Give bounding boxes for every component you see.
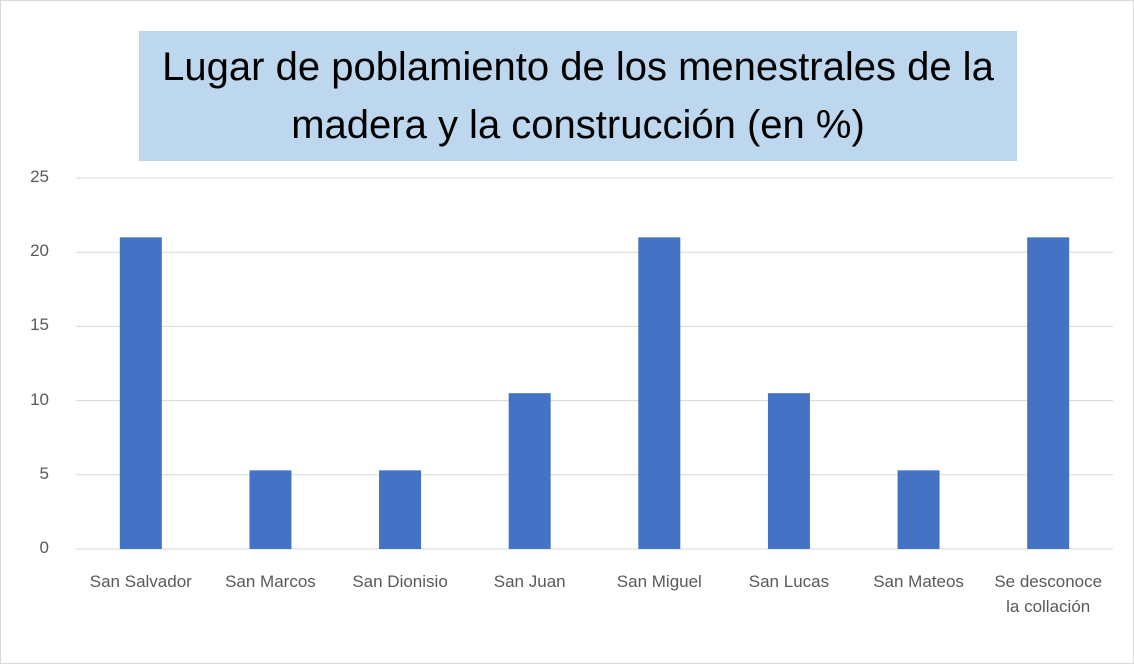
chart-title: Lugar de poblamiento de los menestrales … bbox=[139, 31, 1017, 161]
x-tick-label: San Mateos bbox=[873, 572, 964, 591]
x-tick-label: San Salvador bbox=[89, 572, 192, 591]
bar bbox=[379, 470, 422, 549]
bar bbox=[119, 237, 162, 550]
x-tick-label: San Marcos bbox=[225, 572, 316, 591]
x-tick-label: Se desconoce la collación bbox=[994, 572, 1103, 616]
bar bbox=[1027, 237, 1070, 550]
y-tick-label: 20 bbox=[30, 241, 49, 261]
x-tick-label: San Miguel bbox=[616, 572, 702, 591]
y-tick-label: 0 bbox=[39, 538, 49, 557]
y-tick-label: 25 bbox=[30, 167, 49, 186]
y-tick-label: 5 bbox=[39, 463, 49, 483]
bar bbox=[249, 470, 292, 549]
bar bbox=[638, 237, 681, 550]
bar bbox=[508, 393, 551, 549]
y-tick-label: 10 bbox=[30, 389, 49, 409]
y-tick-label: 15 bbox=[30, 315, 49, 335]
x-tick-label: San Dionisio bbox=[352, 572, 448, 591]
bar bbox=[767, 393, 810, 549]
bar bbox=[897, 470, 940, 549]
x-tick-label: San Juan bbox=[493, 572, 566, 591]
x-tick-label: San Lucas bbox=[748, 572, 830, 591]
